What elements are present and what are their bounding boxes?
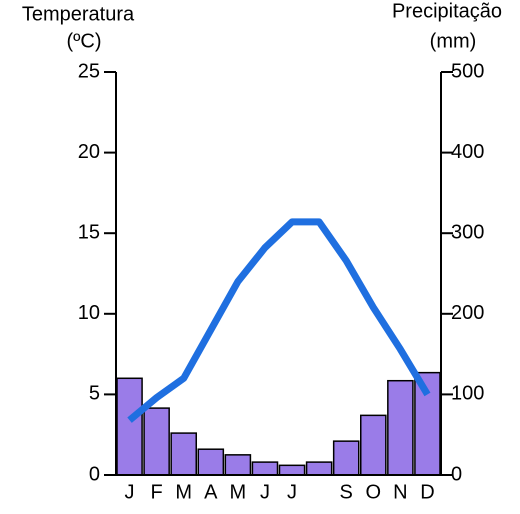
bar — [116, 377, 143, 476]
y2-axis-title: Precipitação — [392, 0, 502, 22]
bar — [197, 448, 225, 476]
y-tick-label: 5 — [89, 383, 100, 405]
bar — [332, 440, 360, 476]
x-tick-label: O — [366, 481, 382, 503]
bar — [360, 414, 387, 476]
x-tick-label: J — [287, 481, 297, 503]
y2-axis-unit: (mm) — [430, 30, 477, 52]
y2-tick-label: 200 — [451, 302, 484, 324]
y-tick-label: 20 — [78, 141, 100, 163]
x-tick-label: J — [260, 481, 270, 503]
y-tick-label: 0 — [89, 463, 100, 485]
y-axis-title: Temperatura — [22, 3, 135, 25]
y-tick-label: 15 — [78, 221, 100, 243]
y2-tick-label: 400 — [451, 141, 484, 163]
bar — [251, 461, 279, 476]
y2-tick-label: 500 — [451, 60, 484, 82]
bar — [143, 407, 170, 476]
bar — [387, 379, 414, 476]
bar — [305, 461, 333, 476]
x-tick-label: N — [393, 481, 407, 503]
x-tick-label: J — [125, 481, 135, 503]
y2-tick-label: 300 — [451, 221, 484, 243]
x-tick-label: F — [151, 481, 163, 503]
y-tick-label: 10 — [78, 302, 100, 324]
bar — [170, 432, 198, 476]
y-axis-unit: (ºC) — [66, 30, 101, 52]
y-tick-label: 25 — [78, 60, 100, 82]
y2-tick-label: 0 — [451, 463, 462, 485]
y2-tick-label: 100 — [451, 383, 484, 405]
bar — [224, 454, 252, 476]
x-tick-label: A — [204, 481, 218, 503]
x-tick-label: D — [420, 481, 434, 503]
bar — [278, 464, 306, 476]
x-tick-label: S — [340, 481, 353, 503]
x-tick-label: M — [175, 481, 192, 503]
x-tick-label: M — [230, 481, 247, 503]
temperature-line — [127, 218, 431, 423]
